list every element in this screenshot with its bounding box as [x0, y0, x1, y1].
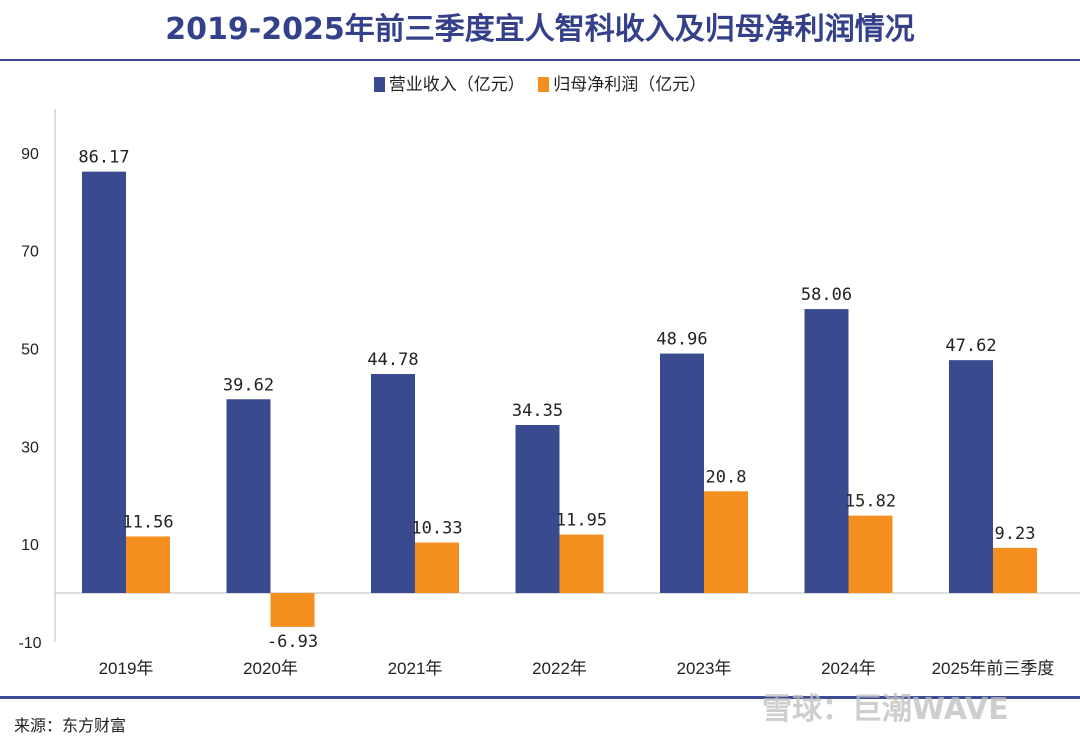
- footer-divider: [0, 696, 1080, 699]
- data-label: 44.78: [367, 350, 418, 370]
- bar-revenue: [515, 425, 560, 593]
- legend-swatch-profit: [538, 77, 550, 92]
- x-tick-label: 2022年: [532, 659, 587, 678]
- bar-revenue: [804, 309, 849, 593]
- bar-profit: [848, 515, 893, 593]
- y-tick-label: 10: [21, 537, 39, 554]
- bar-profit: [415, 542, 459, 593]
- x-tick-label: 2021年: [388, 659, 443, 678]
- y-tick-label: 30: [21, 439, 39, 456]
- data-label: 20.8: [706, 467, 747, 487]
- data-label: 11.56: [122, 512, 173, 532]
- data-label: 10.33: [411, 518, 462, 538]
- data-label: 47.62: [945, 336, 996, 356]
- bar-profit: [126, 536, 170, 593]
- data-label: 34.35: [512, 401, 563, 421]
- data-label: 9.23: [995, 524, 1036, 544]
- watermark: 雪球：巨潮WAVE: [762, 692, 1009, 727]
- legend-label-profit: 归母净利润（亿元）: [553, 75, 707, 95]
- bar-profit: [559, 534, 604, 593]
- data-label: 39.62: [223, 375, 274, 395]
- x-tick-label: 2019年: [99, 659, 154, 678]
- bar-revenue: [371, 374, 415, 593]
- legend-swatch-revenue: [373, 77, 385, 92]
- title-divider: [0, 59, 1080, 61]
- data-label: 15.82: [845, 492, 896, 512]
- legend: 营业收入（亿元） 归母净利润（亿元）: [0, 70, 1080, 95]
- data-label: -6.93: [267, 632, 318, 652]
- chart-title: 2019-2025年前三季度宜人智科收入及归母净利润情况: [165, 12, 915, 47]
- x-tick-label: 2024年: [821, 659, 876, 678]
- bar-revenue: [949, 360, 993, 593]
- x-tick-label: 2025年前三季度: [932, 659, 1055, 678]
- x-tick-label: 2020年: [243, 659, 298, 678]
- bar-profit: [993, 547, 1037, 593]
- data-label: 11.95: [556, 511, 607, 531]
- bar-profit: [270, 593, 315, 627]
- x-tick-label: 2023年: [677, 659, 732, 678]
- bar-revenue: [226, 399, 271, 593]
- data-label: 58.06: [801, 285, 852, 305]
- legend-item-revenue: 营业收入（亿元）: [373, 75, 525, 95]
- data-label: 48.96: [656, 330, 707, 350]
- legend-item-profit: 归母净利润（亿元）: [538, 75, 706, 95]
- bar-revenue: [82, 171, 126, 593]
- y-tick-label: 90: [21, 146, 39, 163]
- y-tick-label: 70: [21, 244, 39, 261]
- bar-profit: [704, 491, 748, 593]
- source-note: 来源：东方财富: [14, 716, 127, 735]
- bar-revenue: [660, 353, 704, 593]
- legend-label-revenue: 营业收入（亿元）: [388, 75, 525, 95]
- y-tick-label: 50: [21, 342, 39, 359]
- data-label: 86.17: [78, 148, 129, 168]
- y-tick-label: -10: [18, 635, 41, 652]
